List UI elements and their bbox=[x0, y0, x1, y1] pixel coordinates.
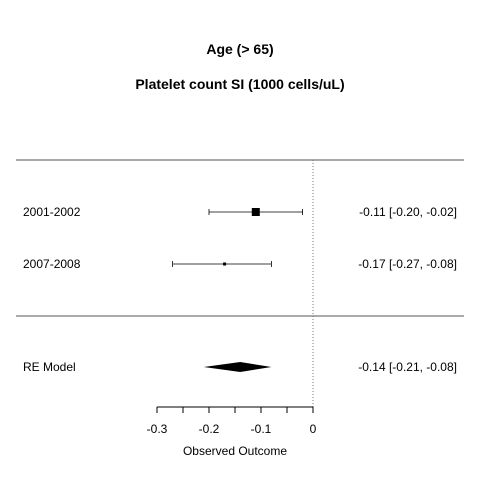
chart-title: Age (> 65) bbox=[206, 41, 274, 57]
x-axis: -0.3 -0.2 -0.1 0 bbox=[147, 406, 317, 436]
study-label: 2007-2008 bbox=[23, 257, 81, 271]
study-rows: 2001-2002 -0.11 [-0.20, -0.02] 2007-2008 -0… bbox=[23, 205, 457, 374]
x-axis-label: Observed Outcome bbox=[183, 444, 287, 458]
chart-subtitle: Platelet count SI (1000 cells/uL) bbox=[135, 76, 345, 92]
estimate-text: -0.17 [-0.27, -0.08] bbox=[358, 257, 457, 271]
estimate-marker bbox=[223, 262, 227, 266]
x-tick-label: -0.3 bbox=[147, 422, 168, 436]
estimate-marker bbox=[251, 208, 260, 216]
x-tick-label: 0 bbox=[310, 422, 317, 436]
x-tick-label: -0.1 bbox=[251, 422, 272, 436]
x-tick-label: -0.2 bbox=[199, 422, 220, 436]
study-label: 2001-2002 bbox=[23, 205, 81, 219]
summary-text: -0.14 [-0.21, -0.08] bbox=[358, 360, 457, 374]
summary-diamond bbox=[203, 362, 272, 372]
summary-label: RE Model bbox=[23, 360, 76, 374]
estimate-text: -0.11 [-0.20, -0.02] bbox=[359, 205, 457, 219]
